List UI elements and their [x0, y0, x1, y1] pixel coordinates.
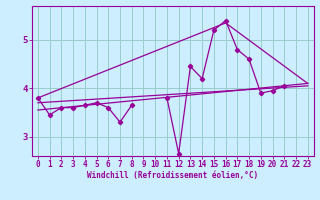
X-axis label: Windchill (Refroidissement éolien,°C): Windchill (Refroidissement éolien,°C) [87, 171, 258, 180]
